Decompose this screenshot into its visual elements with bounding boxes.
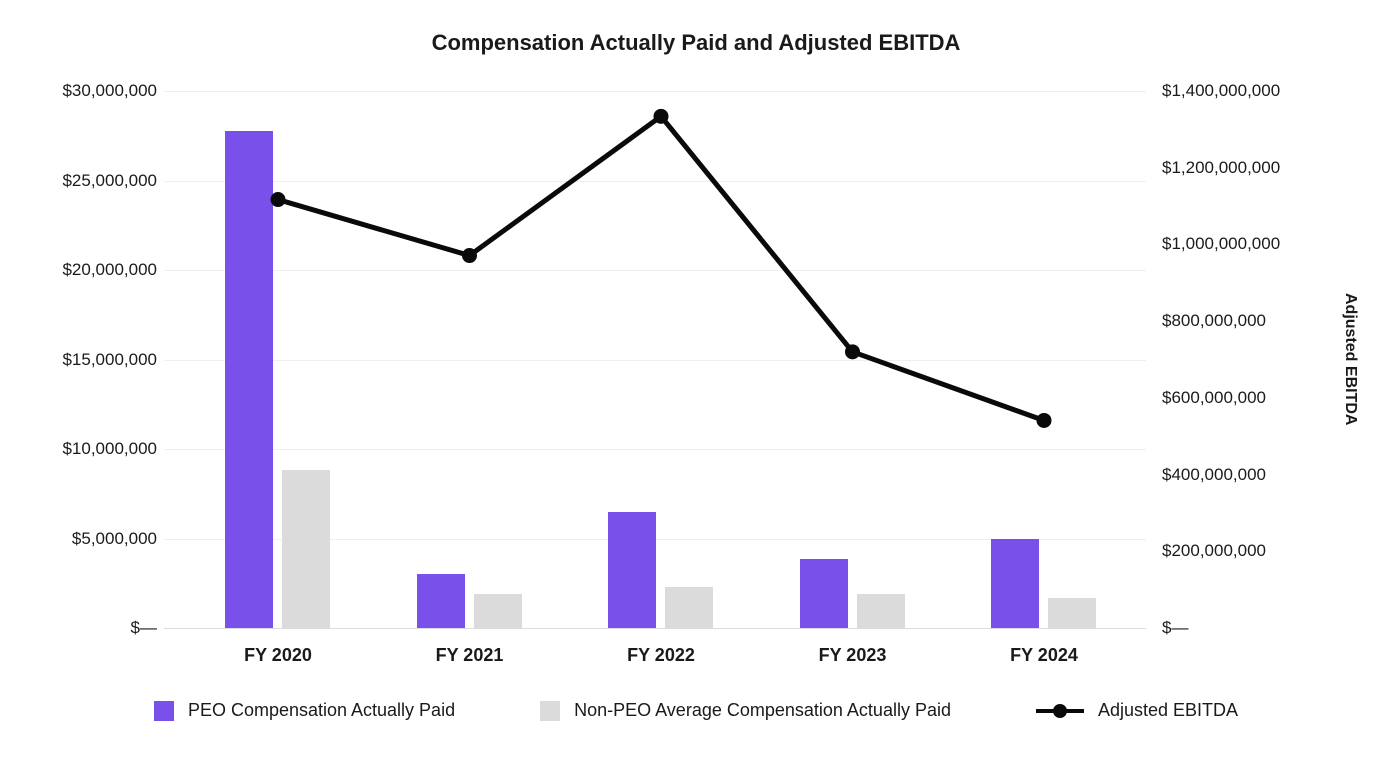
gridline: [164, 449, 1146, 450]
bar-nonpeo-fy-2022: [665, 586, 713, 628]
gridline: [164, 628, 1146, 629]
right-axis-tick-label: $—: [1162, 618, 1189, 637]
left-axis-tick-label: $20,000,000: [62, 260, 157, 279]
legend-label-ebitda: Adjusted EBITDA: [1097, 700, 1239, 720]
nonpeo-swatch-icon: [540, 700, 561, 721]
bar-nonpeo-fy-2021: [473, 593, 522, 628]
legend-label-peo: PEO Compensation Actually Paid: [187, 700, 456, 720]
left-axis-tick-label: $—: [130, 618, 157, 637]
right-axis-tick-label: $400,000,000: [1162, 464, 1266, 484]
ebitda-point-fy-2022: [653, 108, 669, 124]
gridline: [164, 359, 1146, 361]
gridline: [164, 91, 1146, 92]
x-axis-label-fy-2024: FY 2024: [1010, 645, 1078, 665]
bar-nonpeo-fy-2024: [1048, 598, 1096, 628]
ebitda-point-fy-2020: [270, 192, 286, 208]
x-axis-label-fy-2022: FY 2022: [627, 645, 695, 665]
bar-peo-fy-2020: [225, 131, 273, 628]
legend-label-nonpeo: Non-PEO Average Compensation Actually Pa…: [574, 700, 951, 720]
ebitda-point-fy-2023: [845, 344, 860, 360]
bar-peo-fy-2022: [608, 511, 656, 628]
legend-item-peo: PEO Compensation Actually Paid: [153, 700, 456, 721]
left-axis-tick-label: $5,000,000: [71, 528, 157, 548]
x-axis-label-fy-2021: FY 2021: [435, 645, 504, 665]
ebitda-point-fy-2024: [1036, 412, 1052, 428]
right-axis-tick-label: $1,200,000,000: [1162, 157, 1281, 177]
line-marker-icon: [1035, 701, 1084, 721]
bar-nonpeo-fy-2023: [856, 593, 905, 628]
chart-title: Compensation Actually Paid and Adjusted …: [431, 30, 961, 55]
right-axis-tick-label: $600,000,000: [1162, 387, 1266, 407]
right-axis-tick-label: $1,400,000,000: [1162, 81, 1281, 100]
ebitda-line-layer: [270, 108, 1052, 428]
right-axis-tick-label: $200,000,000: [1162, 541, 1266, 561]
bar-peo-fy-2024: [991, 539, 1039, 628]
x-axis-label-fy-2023: FY 2023: [818, 645, 887, 665]
left-axis-tick-label: $15,000,000: [62, 349, 157, 369]
left-axis-tick-label: $30,000,000: [62, 81, 157, 100]
gridline: [164, 180, 1146, 182]
x-axis-label-fy-2020: FY 2020: [244, 645, 312, 665]
legend-item-nonpeo: Non-PEO Average Compensation Actually Pa…: [540, 700, 951, 721]
ebitda-line: [275, 113, 1047, 423]
left-axis-tick-label: $25,000,000: [62, 170, 157, 190]
ebitda-point-fy-2021: [462, 248, 477, 264]
right-axis-tick-label: $1,000,000,000: [1162, 234, 1281, 254]
left-axis-tick-label: $10,000,000: [62, 439, 157, 458]
peo-swatch-icon: [153, 700, 174, 721]
plot-area: [164, 91, 1146, 629]
right-axis-title: Adjusted EBITDA: [1342, 293, 1359, 426]
legend-item-ebitda: Adjusted EBITDA: [1035, 700, 1239, 721]
bar-peo-fy-2021: [416, 574, 465, 628]
bar-nonpeo-fy-2020: [282, 470, 330, 628]
bar-peo-fy-2023: [799, 559, 848, 628]
right-axis-tick-label: $800,000,000: [1162, 311, 1266, 331]
gridline: [164, 270, 1146, 271]
legend: PEO Compensation Actually Paid Non-PEO A…: [0, 700, 1392, 721]
